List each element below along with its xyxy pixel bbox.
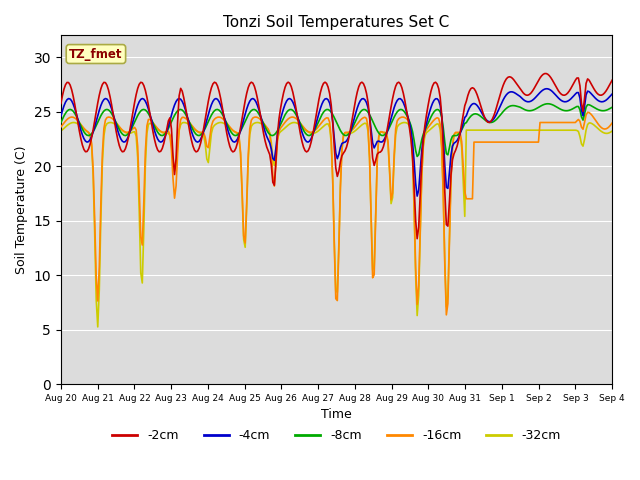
Text: TZ_fmet: TZ_fmet <box>69 48 123 60</box>
Y-axis label: Soil Temperature (C): Soil Temperature (C) <box>15 145 28 274</box>
X-axis label: Time: Time <box>321 408 352 421</box>
Title: Tonzi Soil Temperatures Set C: Tonzi Soil Temperatures Set C <box>223 15 450 30</box>
Legend: -2cm, -4cm, -8cm, -16cm, -32cm: -2cm, -4cm, -8cm, -16cm, -32cm <box>108 424 566 447</box>
